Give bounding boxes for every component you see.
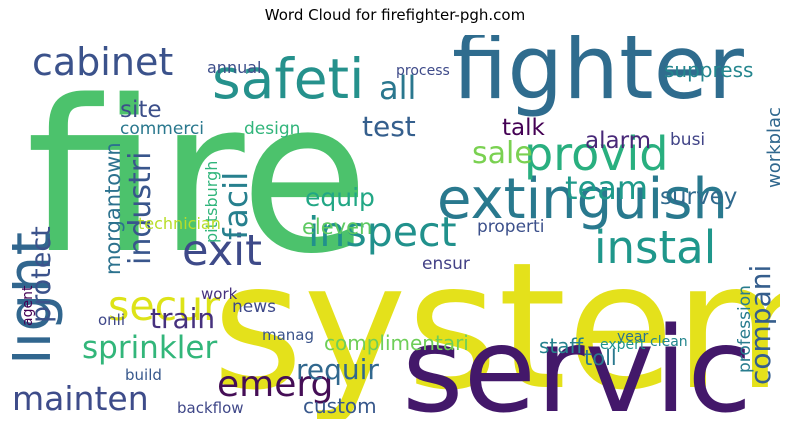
- word-news: news: [232, 297, 276, 317]
- word-backflow: backflow: [177, 399, 244, 417]
- word-eleven: eleven: [302, 215, 372, 239]
- word-morgantown: morgantown: [101, 142, 125, 275]
- word-staff: staff: [539, 334, 585, 358]
- word-sprinkler: sprinkler: [82, 330, 217, 366]
- word-toll: toll: [584, 346, 617, 370]
- chart-title: Word Cloud for firefighter-pgh.com: [264, 6, 526, 24]
- word-facil: facil: [216, 172, 255, 240]
- word-all: all: [379, 69, 416, 107]
- word-requir: requir: [296, 353, 379, 386]
- word-annual: annual: [207, 58, 261, 77]
- word-pittsburgh: pittsburgh: [202, 161, 221, 243]
- word-fighter: fighter: [452, 35, 745, 119]
- word-year: year: [617, 329, 648, 345]
- word-build: build: [125, 366, 162, 384]
- word-properti: properti: [477, 217, 544, 237]
- word-inspect: inspect: [308, 208, 457, 256]
- word-survey: survey: [660, 184, 737, 210]
- word-agent: agent: [20, 285, 36, 326]
- word-cloud-area: fire system servic fighter safeti extinguish l…: [12, 35, 780, 419]
- word-alarm: alarm: [585, 128, 651, 154]
- word-ensur: ensur: [422, 254, 470, 274]
- word-exit: exit: [182, 226, 262, 276]
- word-clean: clean: [650, 334, 688, 350]
- word-expert: expert: [600, 337, 646, 353]
- word-mainten: mainten: [12, 379, 149, 418]
- word-servic: servic: [402, 301, 752, 419]
- word-profession: profession: [735, 285, 755, 373]
- word-manag: manag: [262, 326, 314, 344]
- word-technician: technician: [138, 214, 221, 233]
- word-busi: busi: [670, 130, 705, 150]
- word-suppress: suppress: [664, 58, 753, 82]
- word-sale: sale: [472, 136, 533, 171]
- word-system: system: [212, 226, 780, 419]
- word-industri: industri: [123, 152, 158, 265]
- word-talk: talk: [502, 115, 546, 141]
- word-provid: provid: [524, 127, 668, 181]
- word-safeti: safeti: [212, 47, 364, 111]
- word-site: site: [120, 97, 162, 123]
- word-equip: equip: [305, 183, 375, 212]
- word-instal: instal: [594, 221, 716, 274]
- word-workplac: workplac: [764, 107, 780, 188]
- word-fire: fire: [26, 55, 369, 300]
- word-design: design: [244, 119, 300, 139]
- word-extinguish: extinguish: [437, 167, 728, 232]
- word-emerg: emerg: [217, 364, 333, 405]
- word-train: train: [150, 302, 215, 335]
- word-process: process: [396, 63, 450, 79]
- word-onli: onli: [98, 311, 125, 329]
- word-complimentari: complimentari: [324, 331, 469, 355]
- word-work: work: [201, 285, 238, 303]
- word-test: test: [362, 110, 416, 143]
- word-light: light: [12, 232, 65, 365]
- word-secur: secur: [108, 282, 220, 330]
- word-compani: compani: [744, 265, 777, 385]
- word-team: team: [565, 169, 648, 207]
- word-custom: custom: [303, 394, 377, 418]
- word-cabinet: cabinet: [32, 40, 173, 84]
- word-commerci: commerci: [120, 119, 204, 139]
- word-protect: protect: [26, 226, 57, 323]
